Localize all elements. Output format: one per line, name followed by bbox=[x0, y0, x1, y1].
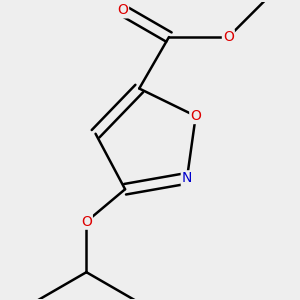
Text: O: O bbox=[223, 30, 234, 44]
Text: O: O bbox=[190, 109, 201, 123]
Text: O: O bbox=[81, 215, 92, 229]
Text: O: O bbox=[117, 3, 128, 17]
Text: N: N bbox=[182, 171, 192, 185]
